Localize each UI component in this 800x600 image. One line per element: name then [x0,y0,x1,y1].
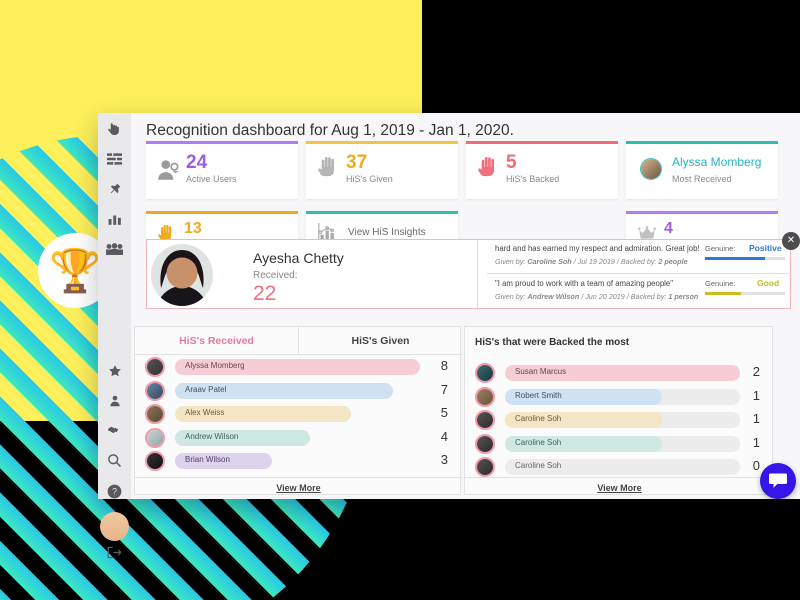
svg-text:?: ? [112,487,117,497]
